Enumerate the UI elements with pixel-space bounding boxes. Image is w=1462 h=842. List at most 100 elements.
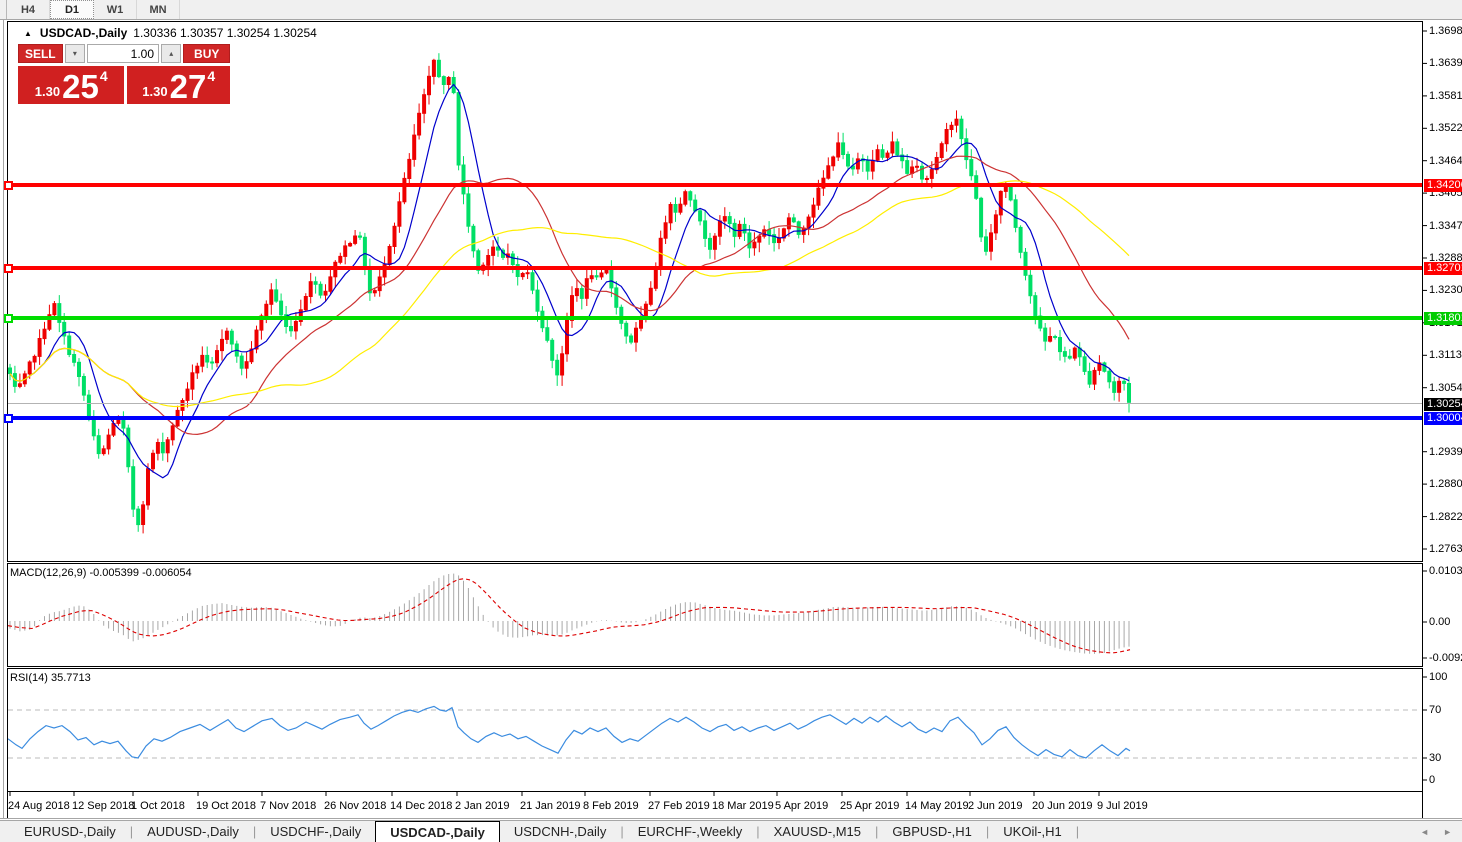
support-line-green-anchor[interactable] [4,314,13,323]
price-axis-label: 1.31130 [1429,349,1462,361]
sell-price-sup: 4 [99,68,108,84]
price-axis-label: 1.33470 [1429,220,1462,232]
tab-scroll-left-icon[interactable]: ◄ [1420,826,1430,837]
resistance-line-lower-anchor[interactable] [4,264,13,273]
rsi-indicator-label: RSI(14) 35.7713 [10,672,91,684]
resistance-line-upper-anchor[interactable] [4,181,13,190]
tab-separator: | [129,824,134,839]
current-price-line-price-badge: 1.30254 [1424,398,1462,411]
date-axis-label: 27 Feb 2019 [648,800,710,812]
sell-price-base: 1.30 [34,84,61,99]
timeframe-button-d1[interactable]: D1 [50,0,94,19]
resistance-line-upper-price-badge: 1.34206 [1424,179,1462,192]
price-axis-label: 1.35810 [1429,90,1462,102]
date-axis-label: 5 Apr 2019 [775,800,829,812]
support-line-green[interactable] [8,316,1422,320]
chart-tab-eurchf[interactable]: EURCHF-,Weekly [637,824,743,839]
timeframe-button-w1[interactable]: W1 [94,0,137,19]
timeframe-button-h4[interactable]: H4 [7,0,50,19]
symbol-tab-bar: EURUSD-,Daily | AUDUSD-,Daily | USDCHF-,Dail… [0,820,1462,842]
tab-separator: | [875,824,879,839]
collapse-panel-icon[interactable]: ▲ [24,28,32,38]
tab-separator: | [1075,824,1080,839]
tab-scroll-right-icon[interactable]: ► [1443,826,1452,837]
buy-button[interactable]: BUY [183,44,230,63]
buy-price-sup: 4 [207,68,216,84]
chart-tab-ukoil[interactable]: UKOil-,H1 [1003,824,1062,839]
timeframe-toolbar: H4 D1 W1 MN [0,0,1462,20]
date-axis-label: 14 Dec 2018 [390,800,453,812]
price-axis-label: 1.32300 [1429,284,1462,296]
chart-tab-usdcad[interactable]: USDCAD-,Daily [375,821,500,842]
date-axis-label: 2 Jun 2019 [968,800,1023,812]
date-axis-label: 24 Aug 2018 [8,800,70,812]
tab-separator: | [756,824,760,839]
sell-price-tile[interactable]: 1.30 25 4 [18,66,125,105]
macd-axis-label: 0.010311 [1429,565,1462,577]
date-axis-label: 7 Nov 2018 [260,800,317,812]
date-axis-label: 12 Sep 2018 [72,800,135,812]
tabbar-lead [0,821,10,842]
date-axis-label: 1 Oct 2018 [131,800,185,812]
toolbar-spacer [0,0,7,19]
buy-price-base: 1.30 [142,84,168,99]
support-line-blue-anchor[interactable] [4,414,13,423]
date-axis-label: 18 Mar 2019 [712,800,774,812]
symbol-name: USDCAD-,Daily [39,26,128,40]
quote-ohlc: 1.30336 1.30357 1.30254 1.30254 [133,26,317,40]
price-axis-label: 1.34640 [1429,155,1462,167]
chart-tab-gbpusd[interactable]: GBPUSD-,H1 [892,824,972,839]
price-axis-label: 1.35225 [1429,122,1462,134]
price-axis-label: 1.36980 [1429,25,1462,37]
date-axis-label: 26 Nov 2018 [324,800,387,812]
date-axis-label: 9 Jul 2019 [1097,800,1148,812]
volume-increase-button[interactable]: ▴ [161,44,182,63]
volume-decrease-button[interactable]: ▾ [64,44,86,63]
macd-indicator-label: MACD(12,26,9) -0.005399 -0.006054 [10,567,192,579]
date-axis-label: 19 Oct 2018 [196,800,256,812]
price-axis-label: 1.28220 [1429,511,1462,523]
tab-separator: | [252,824,257,839]
date-axis-label: 21 Jan 2019 [520,800,581,812]
chart-tab-audusd[interactable]: AUDUSD-,Daily [147,824,239,839]
rsi-axis-label: 0 [1429,774,1436,786]
volume-input[interactable] [87,44,160,63]
rsi-axis-label: 70 [1429,704,1442,716]
tab-separator: | [620,824,624,839]
chart-tab-usdcnh[interactable]: USDCNH-,Daily [513,824,607,839]
rsi-axis-label: 30 [1429,752,1442,764]
date-axis-label: 14 May 2019 [905,800,969,812]
date-axis-label: 2 Jan 2019 [455,800,510,812]
rsi-axis-label: 100 [1429,671,1448,683]
buy-price-tile[interactable]: 1.30 27 4 [127,66,230,104]
price-axis-label: 1.36395 [1429,57,1462,69]
tab-separator: | [985,824,990,839]
price-axis-label: 1.30545 [1429,382,1462,394]
one-click-trading-panel: SELL ▾ ▴ BUY 1.30 25 4 1.30 27 4 [18,44,230,104]
chart-tab-eurusd[interactable]: EURUSD-,Daily [24,824,116,839]
sell-price-big: 25 [62,68,99,105]
support-line-blue-price-badge: 1.30004 [1424,412,1462,425]
price-axis-label: 1.32885 [1429,252,1462,264]
macd-axis-label: -0.009207 [1429,652,1462,664]
date-axis-label: 20 Jun 2019 [1032,800,1093,812]
current-price-line[interactable] [8,403,1422,404]
resistance-line-upper[interactable] [8,183,1422,187]
chart-tab-usdchf[interactable]: USDCHF-,Daily [270,824,362,839]
date-axis-label: 25 Apr 2019 [840,800,900,812]
support-line-blue[interactable] [8,416,1422,420]
buy-price-big: 27 [169,68,207,105]
sell-button[interactable]: SELL [18,44,63,63]
macd-axis-label: 0.00 [1429,616,1451,628]
resistance-line-lower[interactable] [8,266,1422,270]
price-axis-label: 1.28805 [1429,478,1462,490]
chart-title: ▲ USDCAD-,Daily 1.30336 1.30357 1.30254 … [24,26,317,40]
chart-tab-xauusd[interactable]: XAUUSD-,M15 [773,824,862,839]
timeframe-button-mn[interactable]: MN [137,0,180,19]
price-axis-label: 1.27635 [1429,543,1462,555]
price-axis-label: 1.29390 [1429,446,1462,458]
date-axis-label: 8 Feb 2019 [583,800,639,812]
